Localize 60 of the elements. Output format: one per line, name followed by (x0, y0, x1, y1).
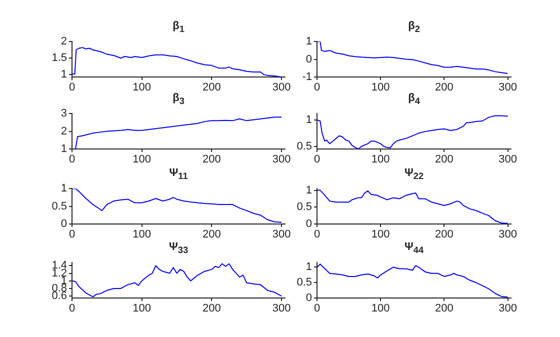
x-tick-label: 200 (202, 154, 221, 166)
chart-title: Ψ$_{44}$ (403, 240, 425, 256)
x-tick-label: 100 (132, 302, 152, 315)
x-tick-label: 200 (435, 82, 454, 94)
y-tick-label: 1.5 (52, 52, 67, 64)
x-tick-label: 100 (371, 154, 390, 166)
y-tick-label: 0 (306, 218, 312, 230)
x-tick-label: 100 (132, 82, 152, 94)
x-tick-label: 100 (371, 82, 390, 94)
x-tick-label: 200 (202, 228, 221, 241)
x-tick-label: 0 (68, 154, 76, 166)
chart-title: β$_{3}$ (172, 92, 184, 106)
x-tick-label: 300 (498, 82, 517, 94)
chart-title: β$_{2}$ (407, 19, 421, 34)
chart-title: Ψ$_{33}$ (168, 240, 190, 256)
x-tick-label: 300 (498, 228, 517, 241)
x-tick-label: 200 (202, 302, 221, 315)
x-tick-label: 100 (132, 154, 152, 166)
x-tick-label: 300 (272, 154, 291, 166)
y-tick-label: 1 (306, 36, 312, 48)
x-tick-label: 0 (68, 302, 76, 315)
chart-title: Ψ$_{22}$ (403, 166, 425, 182)
y-tick-label: 3 (60, 108, 67, 120)
y-tick-label: 1 (306, 184, 312, 196)
x-tick-label: 0 (314, 154, 320, 166)
y-tick-label: 1 (60, 143, 67, 156)
y-tick-label: 1 (306, 114, 312, 126)
y-tick-label: 2 (60, 36, 67, 48)
x-tick-label: 300 (272, 302, 291, 315)
x-tick-label: 200 (435, 154, 454, 166)
y-tick-label: 1 (60, 68, 67, 81)
y-tick-label: 0.5 (296, 201, 312, 214)
x-tick-label: 0 (314, 228, 320, 241)
x-tick-label: 200 (435, 228, 454, 241)
x-tick-label: 0 (68, 82, 76, 94)
y-tick-label: 2 (60, 125, 67, 138)
x-tick-label: 100 (132, 228, 152, 241)
y-tick-label: 0.5 (52, 200, 67, 212)
y-tick-label: -1 (302, 71, 312, 84)
x-tick-label: 300 (498, 302, 517, 315)
y-tick-label: 0 (306, 53, 312, 66)
y-tick-label: 0.5 (296, 140, 312, 152)
y-tick-label: 1 (60, 182, 67, 195)
x-tick-label: 0 (314, 82, 320, 94)
chart-title: β$_{1}$ (172, 19, 186, 34)
x-tick-label: 300 (272, 82, 291, 94)
x-tick-label: 300 (498, 154, 517, 166)
x-tick-label: 0 (314, 302, 320, 315)
chart-title: Ψ$_{11}$ (168, 166, 189, 182)
x-tick-label: 0 (68, 228, 76, 241)
chart-title: β$_{4}$ (408, 92, 420, 106)
y-tick-label: 1 (306, 261, 312, 274)
x-tick-label: 200 (435, 302, 454, 315)
x-tick-label: 300 (272, 228, 291, 241)
y-tick-label: 0 (60, 218, 67, 230)
y-tick-label: 0.5 (296, 276, 312, 289)
x-tick-label: 100 (371, 228, 390, 241)
y-tick-label: 0 (306, 292, 312, 304)
x-tick-label: 100 (371, 302, 390, 315)
x-tick-label: 200 (202, 82, 221, 94)
